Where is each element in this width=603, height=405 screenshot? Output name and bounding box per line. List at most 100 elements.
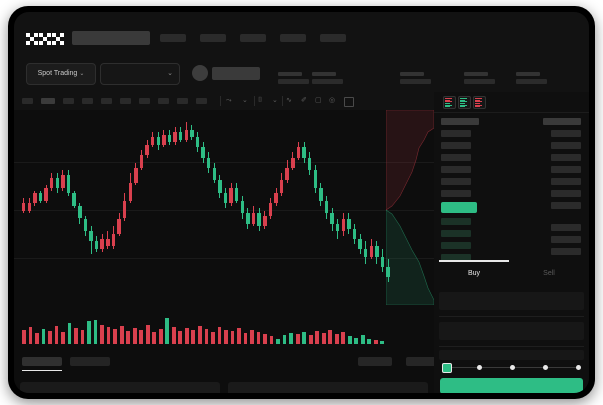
trades-row[interactable] <box>551 190 581 197</box>
trades-row[interactable] <box>551 236 581 243</box>
timeframe-button-5[interactable] <box>101 98 112 104</box>
volume-bar <box>334 334 339 344</box>
candle <box>66 170 71 196</box>
timeframe-button-3[interactable] <box>63 98 74 104</box>
toggle-line <box>475 99 480 101</box>
nav-item-3[interactable] <box>240 34 266 42</box>
orderbook-view-bids[interactable] <box>458 96 471 109</box>
bottom-panel-left[interactable] <box>20 382 220 393</box>
orderbook-current-price[interactable] <box>441 202 477 213</box>
stat-value <box>278 79 309 84</box>
trades-row[interactable] <box>551 202 581 209</box>
volume-bar <box>178 331 183 344</box>
orderbook-view-both[interactable] <box>443 96 456 109</box>
orderbook-ask-row[interactable] <box>441 166 471 173</box>
bottom-panel-right[interactable] <box>228 382 428 393</box>
camera-icon[interactable]: ▢ <box>315 97 322 104</box>
target-icon[interactable]: ◎ <box>329 97 336 104</box>
total-input[interactable] <box>439 350 584 360</box>
trades-row[interactable] <box>551 142 581 149</box>
nav-item-5[interactable] <box>320 34 346 42</box>
trades-row[interactable] <box>551 154 581 161</box>
global-search-input[interactable] <box>72 31 150 45</box>
tab-buy[interactable]: Buy <box>467 270 481 277</box>
volume-bar <box>100 324 104 344</box>
candle <box>162 129 166 148</box>
trades-row[interactable] <box>551 166 581 173</box>
slider-stop-25[interactable] <box>477 364 482 370</box>
bottom-action-2[interactable] <box>406 357 440 366</box>
candlestick-series <box>14 110 434 305</box>
timeframe-button-2[interactable] <box>41 98 55 104</box>
orderbook-view-asks[interactable] <box>473 96 486 109</box>
trades-row[interactable] <box>551 178 581 185</box>
orderbook-ask-row[interactable] <box>441 154 471 161</box>
candle-body <box>201 147 205 158</box>
timeframe-button-9[interactable] <box>177 98 188 104</box>
expand-icon[interactable] <box>344 97 354 107</box>
bottom-action-1[interactable] <box>358 357 392 366</box>
timeframe-button-4[interactable] <box>82 98 93 104</box>
amount-input[interactable] <box>439 322 584 340</box>
timeframe-button-1[interactable] <box>22 98 33 104</box>
volume-bar <box>302 332 307 344</box>
candle <box>150 132 155 148</box>
pair-select[interactable]: ⌄ <box>100 63 180 85</box>
timeframe-button-10[interactable] <box>196 98 207 104</box>
tab-open-orders[interactable] <box>22 357 62 366</box>
orderbook-bid-row[interactable] <box>441 218 471 225</box>
buy-submit-button[interactable] <box>440 378 583 393</box>
candle-body <box>218 180 222 194</box>
orderbook-bid-row[interactable] <box>441 230 471 237</box>
chart-type-icon[interactable]: ⌷ <box>258 97 263 104</box>
timeframe-button-7[interactable] <box>139 98 150 104</box>
trading-mode-button[interactable]: Spot Trading ⌄ <box>26 63 96 85</box>
percent-slider[interactable] <box>442 362 582 373</box>
orderbook-ask-row[interactable] <box>441 178 471 185</box>
orderbook-bid-row[interactable] <box>441 242 471 249</box>
price-chart[interactable] <box>14 110 434 305</box>
orderbook-bid-row[interactable] <box>441 254 471 261</box>
trades-row[interactable] <box>551 130 581 137</box>
slider-stop-75[interactable] <box>543 364 548 370</box>
volume-bar <box>119 325 124 344</box>
toggle-line <box>475 98 482 100</box>
trendline-icon[interactable]: ∿ <box>286 97 292 104</box>
tab-sell[interactable]: Sell <box>543 270 555 277</box>
price-input[interactable] <box>439 292 584 310</box>
candle-body <box>94 241 99 249</box>
tab-order-history[interactable] <box>70 357 110 366</box>
chevron-down-icon-2[interactable]: ⌄ <box>272 97 278 104</box>
volume-bar <box>93 320 98 344</box>
chevron-down-icon-1[interactable]: ⌄ <box>242 97 248 104</box>
nav-item-4[interactable] <box>280 34 306 42</box>
trades-row[interactable] <box>551 224 581 231</box>
candle-body <box>352 228 357 239</box>
candle-body <box>195 137 200 148</box>
chevron-down-icon: ⌄ <box>167 70 173 77</box>
orderbook-ask-row[interactable] <box>441 130 471 137</box>
nav-item-2[interactable] <box>200 34 226 42</box>
header-stat-5 <box>516 72 547 84</box>
slider-stop-50[interactable] <box>510 364 515 370</box>
candle-body <box>257 213 261 227</box>
okx-logo[interactable] <box>26 33 64 45</box>
slider-handle[interactable] <box>442 363 452 373</box>
orderbook-divider <box>434 112 589 113</box>
candle-body <box>319 188 323 201</box>
trades-row[interactable] <box>551 248 581 255</box>
orderbook-ask-row[interactable] <box>441 142 471 149</box>
timeframe-button-8[interactable] <box>158 98 169 104</box>
volume-bar <box>250 329 254 344</box>
indicator-label-icon[interactable]: ⤳ <box>226 97 232 104</box>
slider-stop-100[interactable] <box>576 364 581 370</box>
volume-bar <box>354 337 359 344</box>
orderbook-and-order-form: Buy Sell <box>434 92 589 393</box>
depth-chart-svg <box>386 110 434 305</box>
orderbook-ask-row[interactable] <box>441 190 471 197</box>
nav-item-1[interactable] <box>160 34 186 42</box>
pencil-icon[interactable]: ✐ <box>301 97 307 104</box>
volume-bar <box>48 331 52 344</box>
timeframe-button-6[interactable] <box>120 98 131 104</box>
